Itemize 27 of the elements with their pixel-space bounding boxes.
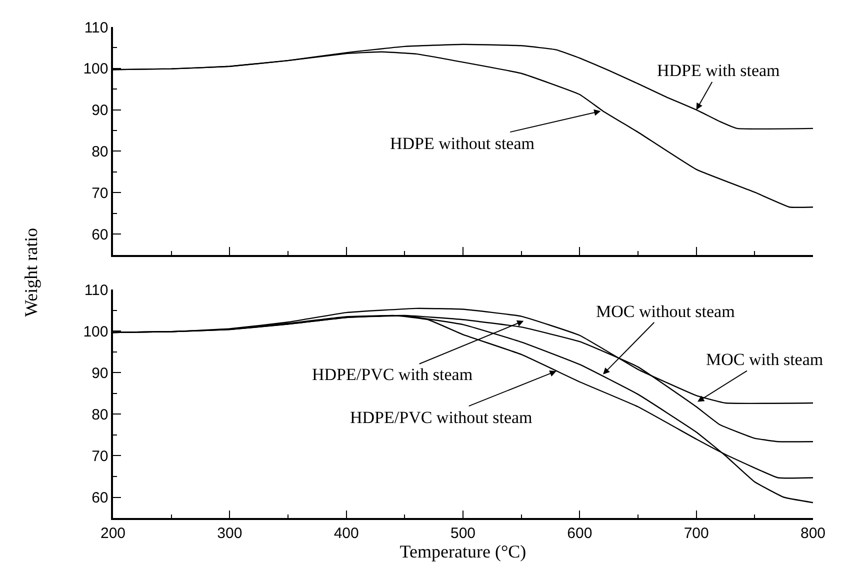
y-tick-label: 90 [92,102,108,120]
x-tick-label: 700 [684,524,709,542]
y-tick-label: 70 [92,184,108,202]
x-axis-title: Temperature (°C) [400,542,526,562]
y-tick-label: 70 [92,448,108,465]
annotation: HDPE without steam [390,134,534,153]
x-tick-label: 800 [800,524,826,542]
y-tick-label: 60 [92,226,108,244]
annotation: MOC with steam [706,350,824,369]
annotation: HDPE/PVC without steam [350,408,532,427]
y-tick-label: 90 [92,364,108,382]
y-axis-title: Weight ratio [20,228,41,317]
annotation: HDPE/PVC with steam [312,365,473,384]
annotation: HDPE with steam [657,61,780,80]
y-tick-label: 100 [83,60,108,78]
x-tick-label: 200 [100,524,126,542]
y-tick-label: 60 [92,490,108,506]
x-tick-label: 500 [450,524,476,542]
y-tick-label: 80 [92,406,108,424]
y-tick-label: 80 [92,143,108,160]
x-tick-label: 400 [334,524,359,542]
y-tick-label: 110 [84,19,108,36]
x-tick-label: 300 [217,524,242,542]
annotation: MOC without steam [596,302,735,321]
y-tick-label: 110 [84,282,108,299]
x-tick-label: 600 [567,524,592,542]
y-tick-label: 100 [83,323,108,340]
